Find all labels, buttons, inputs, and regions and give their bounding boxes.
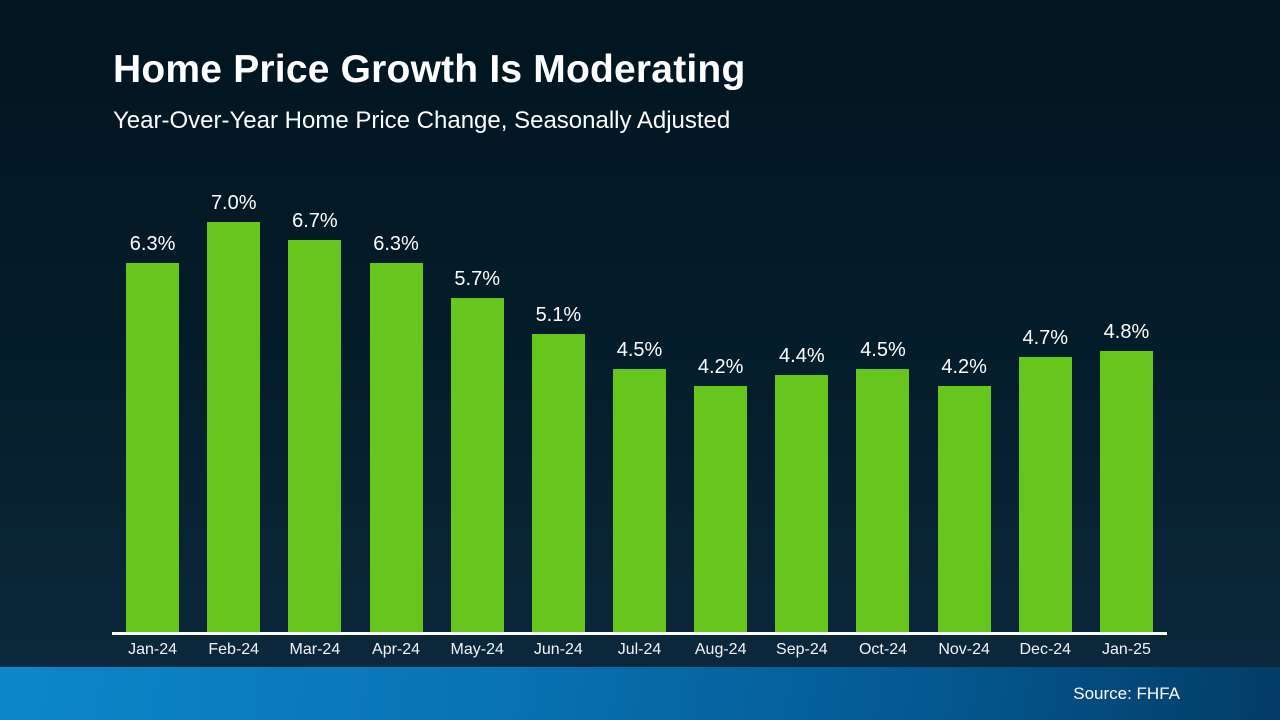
bar [856, 369, 910, 633]
bar-column: 4.8% [1086, 173, 1167, 633]
bar-value-label: 4.5% [860, 339, 906, 361]
x-axis-tick-label: Oct-24 [858, 641, 907, 658]
bar-column: 5.1% [518, 173, 599, 633]
bar-column: 6.3% [112, 173, 193, 633]
bar-value-label: 5.7% [454, 268, 500, 290]
bar-value-label: 4.8% [1103, 321, 1150, 343]
bar-value-label: 5.1% [535, 304, 582, 326]
x-axis-tick-label: Sep-24 [776, 641, 828, 658]
x-axis-tick-label: Dec-24 [1019, 641, 1072, 658]
bar-value-label: 4.2% [941, 356, 987, 378]
source-label: Source: FHFA [1073, 684, 1180, 703]
x-axis-labels: Jan-24 Feb-24 Mar-24 Apr-24 May-24 Jun-24 Jul-… [112, 641, 1167, 659]
bar [694, 386, 748, 633]
bar-column: 6.3% [355, 173, 436, 633]
x-axis-tick-label: Aug-24 [694, 641, 747, 658]
bar [937, 386, 991, 633]
page-subtitle: Year-Over-Year Home Price Change, Season… [113, 107, 731, 134]
bar [613, 369, 667, 633]
bar-column: 4.2% [680, 173, 761, 633]
x-axis-tick-label: Jan-25 [1101, 641, 1151, 658]
bar-column: 4.5% [599, 173, 680, 633]
bar [1099, 351, 1153, 633]
bar-value-label: 6.3% [373, 233, 419, 255]
x-axis-tick-label: Jul-24 [617, 641, 662, 658]
bar-value-label: 4.4% [779, 345, 825, 367]
bar [1018, 357, 1072, 633]
x-axis-tick-label: May-24 [450, 641, 504, 658]
x-axis-tick-label: Jun-24 [533, 641, 583, 658]
bar-value-label: 4.2% [697, 356, 744, 378]
bar [207, 222, 261, 633]
bar-column: 5.7% [437, 173, 518, 633]
bar [369, 263, 423, 633]
bar-column: 4.5% [842, 173, 923, 633]
bar-chart: 6.3% 7.0% 6.7% 6.3% 5.7% 5.1% 4.5% 4.2% 4.4% 4.5%… [112, 173, 1167, 633]
bar-series: 6.3% 7.0% 6.7% 6.3% 5.7% 5.1% 4.5% 4.2% 4.4% 4.5%… [112, 173, 1167, 633]
bar-column: 4.7% [1005, 173, 1086, 633]
bar-column: 7.0% [193, 173, 274, 633]
bar-value-label: 6.3% [129, 233, 176, 255]
x-axis-tick-label: Feb-24 [208, 641, 260, 658]
x-axis-tick-label: Mar-24 [289, 641, 341, 658]
x-axis-tick-label: Apr-24 [372, 641, 421, 658]
footer-bar [0, 667, 1280, 720]
bar-column: 4.2% [924, 173, 1005, 633]
bar-value-label: 6.7% [292, 210, 338, 232]
bar [126, 263, 180, 633]
bar-value-label: 4.5% [616, 339, 663, 361]
bar-value-label: 4.7% [1022, 327, 1069, 349]
bar-value-label: 7.0% [210, 192, 257, 214]
x-axis-tick-label: Nov-24 [938, 641, 990, 658]
bar-column: 6.7% [274, 173, 355, 633]
bar [775, 375, 829, 633]
bar-column: 4.4% [761, 173, 842, 633]
bar [288, 240, 342, 633]
bar [450, 298, 504, 633]
page-title: Home Price Growth Is Moderating [113, 48, 746, 91]
x-axis-tick-label: Jan-24 [128, 641, 178, 658]
bar [531, 334, 585, 633]
x-axis-line [112, 632, 1167, 635]
